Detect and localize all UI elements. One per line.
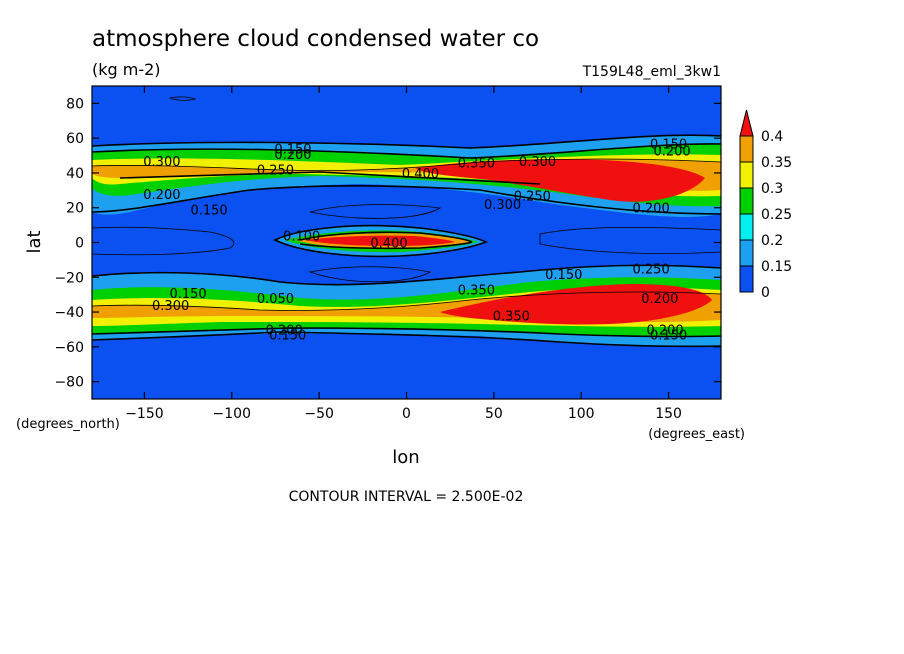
x-tick-label: 150 — [655, 406, 682, 422]
y-tick-label: −60 — [54, 340, 84, 356]
colorbar-segment — [739, 213, 754, 241]
band-north-red — [415, 159, 705, 202]
colorbar-segment — [739, 187, 754, 215]
contour-label: 0.300 — [519, 155, 556, 170]
contour-label: 0.300 — [152, 299, 189, 314]
y-tick-label: 40 — [66, 166, 84, 182]
contour-label: 0.150 — [274, 143, 311, 158]
contour-label: 0.150 — [650, 137, 687, 152]
colorbar-segment — [739, 265, 754, 293]
contour-label: 0.200 — [646, 323, 683, 338]
contour-interval-note: CONTOUR INTERVAL = 2.500E-02 — [289, 489, 524, 505]
equatorial-red — [305, 235, 455, 246]
y-axis-units: (degrees_north) — [16, 417, 120, 432]
y-tick-label: 80 — [66, 96, 84, 112]
contour-label: 0.250 — [514, 190, 551, 205]
y-tick-label: −40 — [54, 305, 84, 321]
colorbar-segment — [739, 135, 754, 163]
colorbar-segment — [739, 239, 754, 267]
colorbar-label: 0.15 — [761, 259, 792, 275]
units-label: (kg m-2) — [92, 60, 161, 79]
chart-title: atmosphere cloud condensed water co — [92, 26, 539, 52]
contour-label: 0.350 — [493, 310, 530, 325]
contour-label: 0.150 — [545, 268, 582, 283]
contour-label: 0.150 — [190, 203, 227, 218]
contour-label: 0.400 — [402, 167, 439, 182]
colorbar-label: 0.35 — [761, 155, 792, 171]
y-tick-label: −20 — [54, 270, 84, 286]
contour-label: 0.350 — [458, 283, 495, 298]
colorbar-label: 0.25 — [761, 207, 792, 223]
colorbar-label: 0.2 — [761, 233, 783, 249]
y-tick-label: −80 — [54, 375, 84, 391]
x-tick-label: −50 — [304, 406, 334, 422]
y-tick-label: 20 — [66, 201, 84, 217]
colorbar-label: 0 — [761, 285, 770, 301]
band-south-red — [440, 284, 712, 325]
contour-label: 0.350 — [458, 157, 495, 172]
contour-lines-thin — [92, 96, 721, 311]
contour-label: 0.150 — [169, 287, 206, 302]
contour-label: 0.150 — [269, 329, 306, 344]
contour-label: 0.200 — [266, 323, 303, 338]
y-axis: 80 60 40 20 0 −20 −40 −60 −80 — [54, 96, 721, 391]
contour-label: 0.150 — [650, 329, 687, 344]
contour-label: 0.300 — [143, 155, 180, 170]
contour-label: 0.100 — [283, 230, 320, 245]
colorbar-label: 0.3 — [761, 181, 783, 197]
dataset-label: T159L48_eml_3kw1 — [582, 64, 721, 80]
contour-label: 0.050 — [257, 292, 294, 307]
colorbar-segment — [739, 161, 754, 189]
x-tick-label: 100 — [568, 406, 595, 422]
contour-label: 0.250 — [633, 263, 670, 278]
x-axis-units: (degrees_east) — [648, 427, 745, 442]
contour-label: 0.250 — [257, 163, 294, 178]
x-tick-label: 0 — [402, 406, 411, 422]
x-axis: −150 −100 −50 0 50 100 150 — [125, 86, 682, 422]
contour-label: 0.200 — [641, 292, 678, 307]
contour-label: 0.300 — [484, 198, 521, 213]
x-tick-label: −100 — [213, 406, 251, 422]
contour-lines — [92, 134, 721, 348]
colorbar-label: 0.4 — [761, 129, 783, 145]
x-tick-label: 50 — [485, 406, 503, 422]
contour-label: 0.200 — [274, 148, 311, 163]
contour-label: 0.200 — [633, 202, 670, 217]
x-tick-label: −150 — [125, 406, 163, 422]
y-tick-label: 0 — [75, 236, 84, 252]
colorbar-arrow — [739, 109, 754, 137]
x-axis-label: lon — [392, 447, 419, 468]
contour-label: 0.400 — [370, 237, 407, 252]
contour-label: 0.200 — [143, 188, 180, 203]
contour-label: 0.200 — [653, 144, 690, 159]
colorbar: 0 0.15 0.2 0.25 0.3 0.35 0.4 — [739, 109, 792, 301]
y-axis-label: lat — [24, 230, 45, 253]
y-tick-label: 60 — [66, 131, 84, 147]
